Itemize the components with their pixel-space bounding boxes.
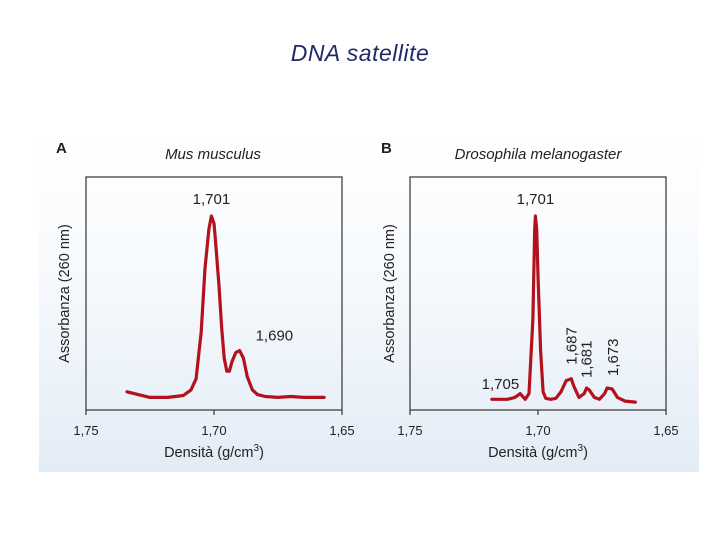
panel-b-x-tick-label: 1,75 xyxy=(397,423,422,438)
panel-b-peak-label: 1,681 xyxy=(579,340,596,378)
panel-b-series-line xyxy=(490,214,637,404)
panel-a-plot-frame xyxy=(85,176,343,411)
panel-b-peak-label: 1,705 xyxy=(482,376,520,393)
panel-a-peak-label: 1,690 xyxy=(256,328,294,345)
panel-b-x-tick-label: 1,65 xyxy=(653,423,678,438)
figure-panel xyxy=(39,130,699,472)
panel-a-x-tick-label: 1,75 xyxy=(73,423,98,438)
panel-b-y-axis-label: Assorbanza (260 nm) xyxy=(382,224,398,363)
panel-b-title: Drosophila melanogaster xyxy=(455,146,623,163)
panel-b-peak-label: 1,701 xyxy=(517,191,555,208)
panel-a-peak-label: 1,701 xyxy=(193,191,231,208)
panel-a-title: Mus musculus xyxy=(165,146,261,163)
panel-a-series-line xyxy=(125,214,326,399)
panel-a-x-tick-label: 1,70 xyxy=(201,423,226,438)
panel-b-letter: B xyxy=(381,140,392,157)
slide-title: DNA satellite xyxy=(290,40,430,66)
panel-b-peak-label: 1,687 xyxy=(563,327,580,365)
panel-b-x-tick-label: 1,70 xyxy=(525,423,550,438)
panel-a-x-tick-label: 1,65 xyxy=(329,423,354,438)
panel-a-y-axis-label: Assorbanza (260 nm) xyxy=(57,224,73,363)
panel-a-letter: A xyxy=(56,140,67,157)
panel-b-x-axis-label: Densità (g/cm3) xyxy=(488,443,588,461)
panel-a-x-axis-label: Densità (g/cm3) xyxy=(164,443,264,461)
panel-b-peak-label: 1,673 xyxy=(605,338,622,376)
